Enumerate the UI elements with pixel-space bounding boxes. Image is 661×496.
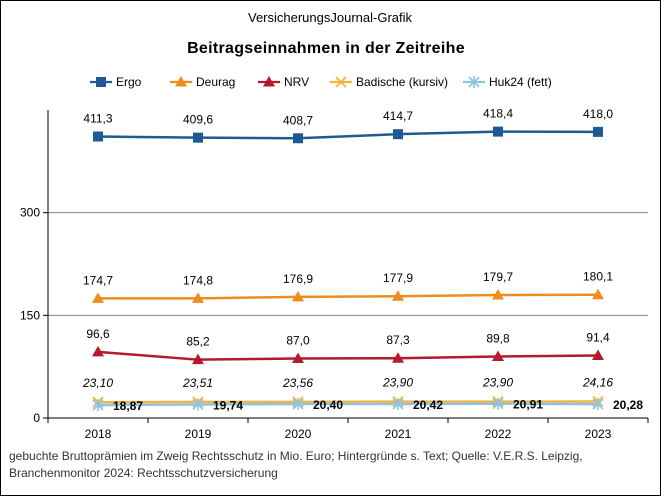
data-label-badische-2019: 23,51 (182, 376, 213, 390)
x-tick-label-2022: 2022 (485, 427, 512, 441)
source-line-1: gebuchte Bruttoprämien im Zweig Rechtssc… (9, 449, 583, 463)
data-label-nrv-2022: 89,8 (486, 332, 510, 346)
series-line-badische (97, 400, 599, 404)
legend-marker-square-icon (96, 77, 106, 87)
data-label-deurag-2019: 174,8 (183, 273, 213, 287)
data-label-nrv-2023: 91,4 (586, 330, 610, 344)
chart-title: Beitragseinnahmen in der Zeitreihe (187, 40, 465, 57)
data-label-ergo-2022: 418,4 (483, 107, 513, 121)
x-tick-label-2023: 2023 (585, 427, 612, 441)
data-point-ergo-2020 (293, 133, 303, 144)
data-point-nrv-2020 (292, 352, 304, 363)
data-point-ergo-2018 (93, 131, 103, 142)
data-label-nrv-2020: 87,0 (286, 333, 310, 347)
data-label-deurag-2022: 179,7 (483, 270, 513, 284)
data-label-huk24-2018: 18,87 (113, 399, 143, 413)
series-line-nrv (97, 350, 599, 361)
data-label-huk24-2022: 20,91 (513, 398, 543, 412)
data-label-nrv-2018: 96,6 (86, 327, 110, 341)
legend-marker-triangle-icon (175, 76, 187, 87)
series-layer (92, 126, 604, 412)
series-line-ergo (97, 130, 599, 140)
data-label-ergo-2020: 408,7 (283, 113, 313, 127)
data-label-ergo-2021: 414,7 (383, 109, 413, 123)
data-label-badische-2018: 23,10 (82, 376, 113, 390)
x-tick-label-2018: 2018 (85, 427, 112, 441)
x-tick-label-2019: 2019 (185, 427, 212, 441)
legend-item-nrv: NRV (258, 75, 309, 89)
data-label-badische-2021: 23,90 (382, 376, 413, 390)
grid-lines (48, 212, 648, 316)
x-tick-label-2020: 2020 (285, 427, 312, 441)
data-label-deurag-2023: 180,1 (583, 270, 613, 284)
data-label-nrv-2021: 87,3 (386, 333, 410, 347)
data-label-huk24-2023: 20,28 (613, 398, 643, 412)
series-line-deurag (97, 293, 599, 300)
data-point-nrv-2021 (392, 352, 404, 363)
data-point-nrv-2023 (592, 349, 604, 360)
y-tick-label-300: 300 (20, 206, 40, 220)
data-point-deurag-2023 (592, 288, 604, 300)
data-point-ergo-2021 (393, 129, 403, 140)
legend-item-ergo: Ergo (90, 75, 142, 89)
y-tick-label-150: 150 (20, 308, 40, 322)
legend-label: Deurag (196, 75, 235, 89)
legend-label: Ergo (116, 75, 142, 89)
legend-marker-x-icon (335, 76, 347, 88)
data-label-deurag-2018: 174,7 (83, 273, 113, 287)
data-point-nrv-2022 (492, 350, 504, 362)
data-point-deurag-2020 (292, 290, 304, 302)
data-labels: 411,3 409,6 408,7 414,7 418,4 418,0 174,7 174,8… (82, 107, 643, 413)
series-line-huk24 (97, 402, 599, 407)
chart-supertitle: VersicherungsJournal-Grafik (248, 10, 413, 25)
legend-label: Huk24 (fett) (489, 75, 552, 89)
data-point-nrv-2019 (192, 353, 204, 365)
series-nrv (92, 345, 604, 365)
series-huk24 (92, 397, 604, 412)
series-ergo (93, 126, 603, 144)
source-line-2: Branchenmonitor 2024: Rechtsschutzversic… (9, 466, 278, 480)
legend-label: NRV (284, 75, 309, 89)
legend-label: Badische (kursiv) (356, 75, 448, 89)
data-label-deurag-2020: 176,9 (283, 272, 313, 286)
data-point-huk24-2020 (292, 398, 304, 411)
y-tick-label-0: 0 (33, 411, 40, 425)
data-label-badische-2022: 23,90 (482, 376, 513, 390)
data-point-ergo-2023 (593, 126, 603, 137)
legend-marker-star-icon (468, 76, 480, 88)
legend: Ergo Deurag NRV Badische (kursiv) Huk24 (fet… (90, 75, 552, 89)
data-point-ergo-2022 (493, 126, 503, 137)
data-label-badische-2020: 23,56 (282, 376, 313, 390)
data-point-huk24-2022 (492, 397, 504, 410)
series-deurag (92, 288, 604, 303)
data-label-huk24-2019: 19,74 (213, 398, 243, 412)
data-label-ergo-2018: 411,3 (83, 111, 112, 125)
data-point-huk24-2019 (192, 398, 204, 411)
data-label-huk24-2021: 20,42 (413, 398, 443, 412)
data-point-nrv-2018 (92, 345, 104, 357)
legend-item-huk24: Huk24 (fett) (463, 75, 552, 89)
data-point-huk24-2021 (392, 398, 404, 411)
data-label-huk24-2020: 20,40 (313, 398, 343, 412)
data-point-deurag-2021 (392, 290, 404, 301)
data-point-huk24-2018 (92, 399, 104, 412)
data-point-deurag-2019 (192, 292, 204, 303)
legend-item-deurag: Deurag (170, 75, 235, 89)
data-label-deurag-2021: 177,9 (383, 271, 413, 285)
legend-marker-triangle-icon (263, 76, 275, 87)
data-point-deurag-2018 (92, 292, 104, 303)
x-tick-label-2021: 2021 (385, 427, 412, 441)
data-label-badische-2023: 24,16 (582, 375, 613, 389)
data-label-ergo-2023: 418,0 (583, 107, 613, 121)
data-label-nrv-2019: 85,2 (186, 335, 210, 349)
axes: 0 150 300 2018 2019 2020 2021 2022 2023 (20, 110, 649, 441)
data-label-ergo-2019: 409,6 (183, 113, 213, 127)
data-point-deurag-2022 (492, 289, 504, 300)
legend-item-badische: Badische (kursiv) (330, 75, 448, 89)
data-point-ergo-2019 (193, 132, 203, 143)
data-point-huk24-2023 (592, 398, 604, 411)
